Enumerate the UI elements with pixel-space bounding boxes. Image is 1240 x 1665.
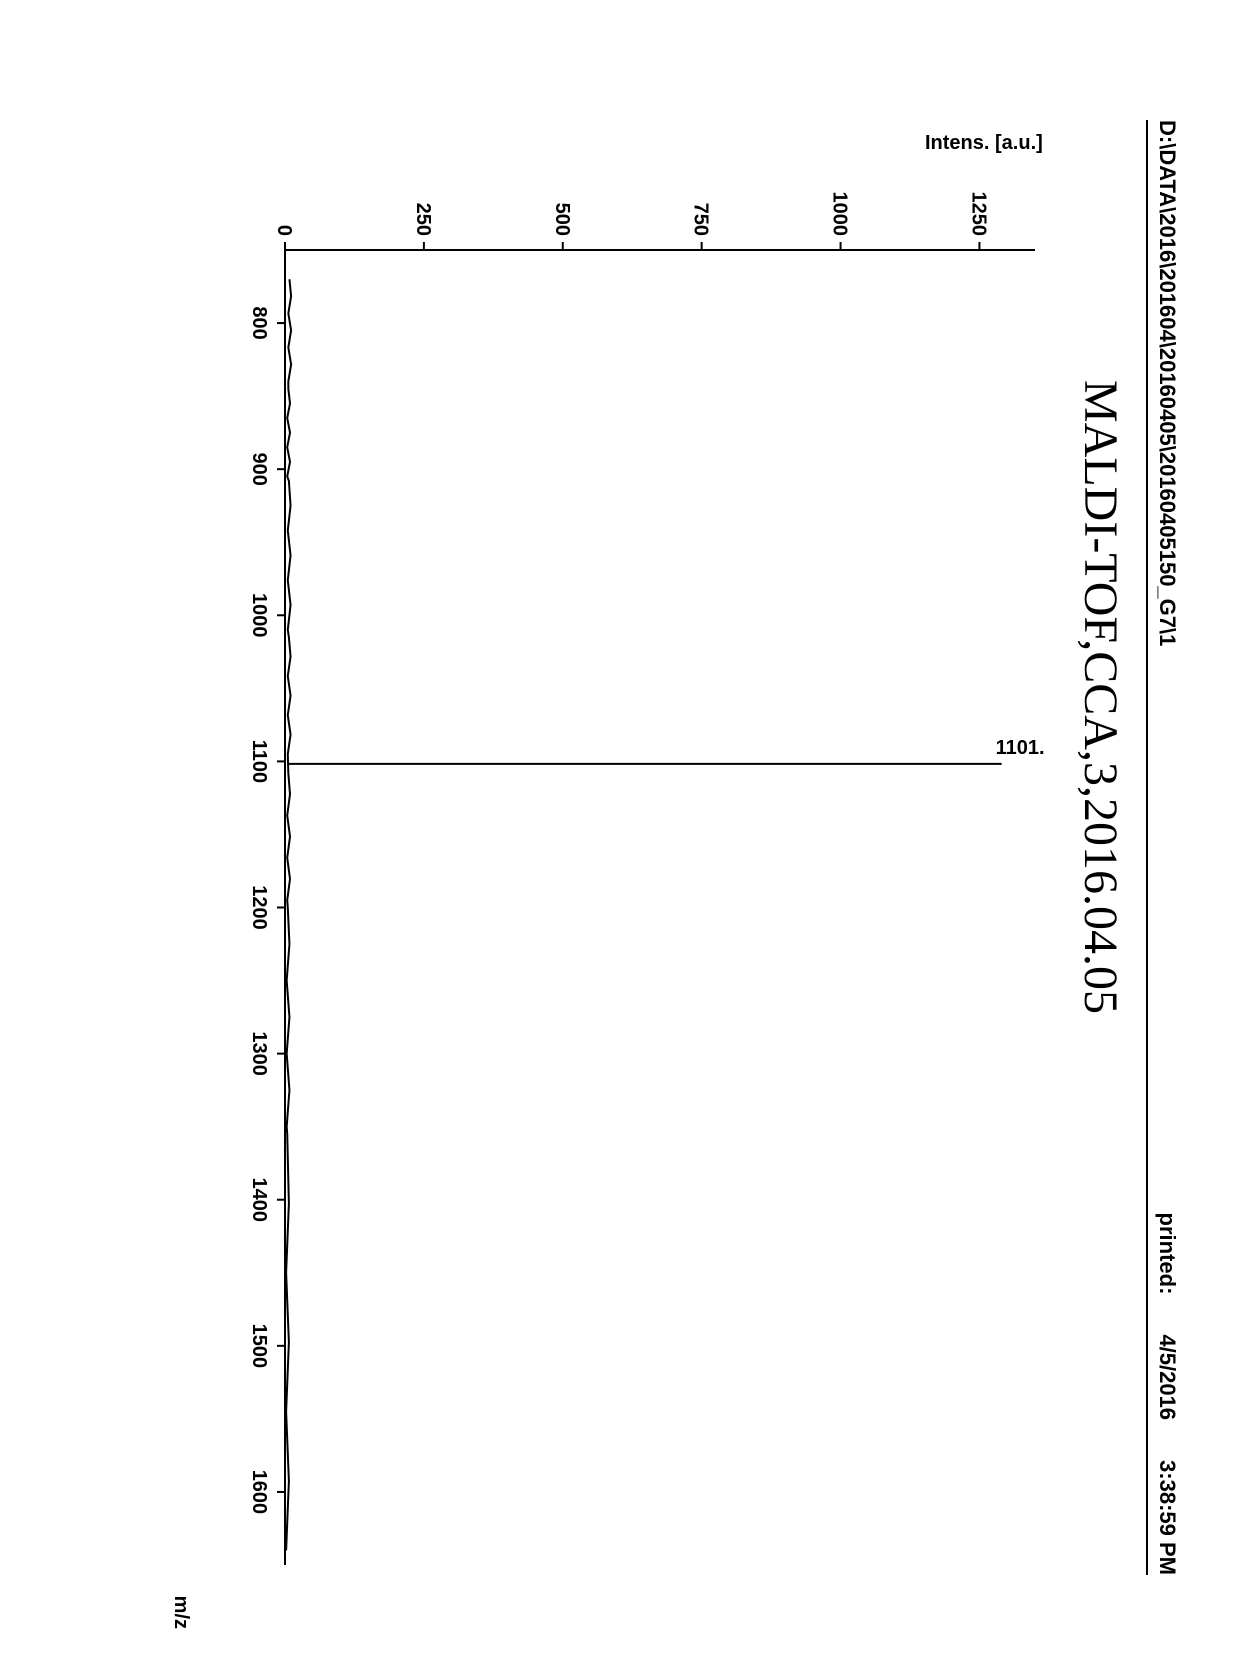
svg-text:1250: 1250 [967,192,989,237]
svg-text:900: 900 [248,452,270,485]
printout-sheet: D:\DATA\2016\201604\20160405\20160405150… [0,0,1240,1665]
filepath-text: D:\DATA\2016\201604\20160405\20160405150… [1154,120,1180,646]
printed-label: printed: [1154,1213,1180,1295]
spectrum-plot: 0 250 500 750 1000 1250 800 900 1000 1100 1200 1300… [225,180,1045,1575]
y-axis-label: Intens. [a.u.] [925,132,1043,155]
svg-text:1600: 1600 [248,1470,270,1515]
printed-date: 4/5/2016 [1154,1334,1180,1420]
svg-text:1000: 1000 [248,593,270,638]
chart-title: MALDI-TOF,CCA,3,2016.04.05 [1073,380,1128,1575]
plot-area: Intens. [a.u.] m/z 025050075010001250800… [225,180,1045,1575]
svg-text:1200: 1200 [248,885,270,930]
svg-text:1100: 1100 [248,740,270,783]
svg-text:1300: 1300 [248,1031,270,1076]
svg-text:750: 750 [690,203,712,236]
header-right: printed: 4/5/2016 3:38:59 PM [1154,1213,1180,1575]
peak-label: 1101.7 [996,737,1045,759]
x-axis-label: m/z [169,1596,192,1629]
svg-text:1400: 1400 [248,1177,270,1222]
svg-text:1500: 1500 [248,1324,270,1369]
svg-text:800: 800 [248,306,270,339]
header-bar: D:\DATA\2016\201604\20160405\20160405150… [1146,120,1180,1575]
svg-text:250: 250 [412,203,434,236]
printed-time: 3:38:59 PM [1154,1460,1180,1575]
svg-text:0: 0 [273,225,295,236]
svg-text:1000: 1000 [829,192,851,237]
svg-text:500: 500 [551,203,573,236]
